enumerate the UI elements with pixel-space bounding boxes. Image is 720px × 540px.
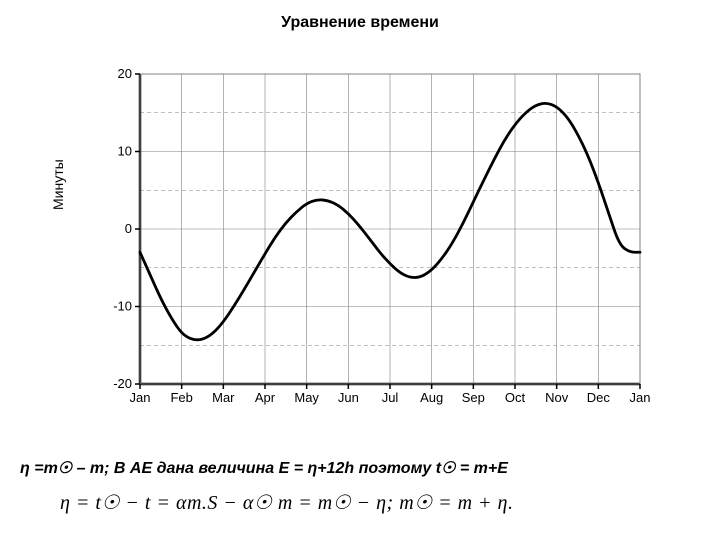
svg-text:May: May (294, 390, 319, 405)
svg-text:0: 0 (125, 221, 132, 236)
svg-text:Nov: Nov (545, 390, 569, 405)
svg-text:Aug: Aug (420, 390, 443, 405)
svg-text:Jun: Jun (338, 390, 359, 405)
y-axis-label: Минуты (50, 159, 66, 210)
svg-text:-20: -20 (113, 376, 132, 391)
formula-text: η = t☉ − t = αm.S − α☉ m = m☉ − η; m☉ = … (60, 490, 700, 515)
caption-text: η =m☉ – m; В АЕ дана величина E = η+12h … (20, 458, 700, 478)
equation-of-time-chart: -20 -10 0 10 20 Jan Feb Mar Apr May Jun Jul Aug Sep Oc… (90, 54, 650, 449)
svg-text:Dec: Dec (587, 390, 611, 405)
svg-text:Jan: Jan (630, 390, 650, 405)
svg-text:Oct: Oct (505, 390, 526, 405)
svg-text:Sep: Sep (462, 390, 485, 405)
svg-text:Mar: Mar (212, 390, 235, 405)
page-title: Уравнение времени (0, 14, 720, 32)
svg-text:10: 10 (118, 144, 132, 159)
svg-text:Feb: Feb (170, 390, 192, 405)
chart-svg: -20 -10 0 10 20 Jan Feb Mar Apr May Jun Jul Aug Sep Oc… (90, 54, 650, 444)
svg-text:Jan: Jan (130, 390, 151, 405)
svg-text:20: 20 (118, 66, 132, 81)
svg-text:Apr: Apr (255, 390, 276, 405)
svg-text:-10: -10 (113, 299, 132, 314)
svg-text:Jul: Jul (382, 390, 399, 405)
